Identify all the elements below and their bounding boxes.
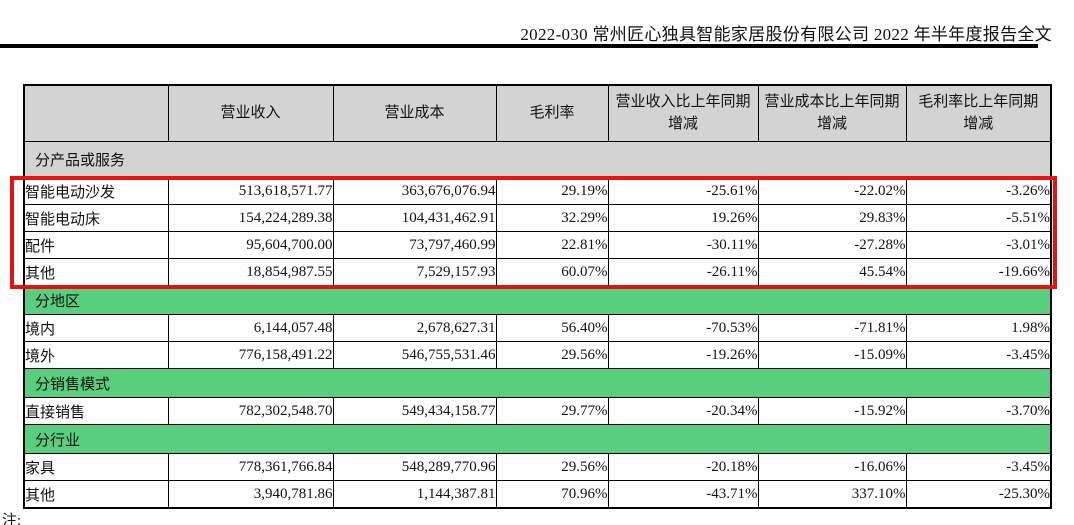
cell-cost-yoy: 45.54%: [757, 258, 907, 286]
section-row-by-sales-model: 分销售模式: [23, 368, 1052, 398]
cell-revenue-yoy: -43.71%: [607, 480, 759, 509]
cell-revenue-yoy: -70.53%: [607, 314, 759, 342]
col-header-revenue: 营业收入: [167, 84, 334, 142]
cell-revenue-yoy: -26.11%: [607, 258, 759, 286]
cell-cost-yoy: 337.10%: [757, 480, 907, 509]
cell-revenue: 154,224,289.38: [167, 204, 334, 232]
cell-cost-yoy: -27.28%: [757, 231, 907, 259]
cell-gross-margin: 22.81%: [495, 231, 609, 259]
cell-gross-margin: 70.96%: [495, 480, 609, 509]
header-divider-rule: [0, 44, 1038, 48]
cell-cost: 363,676,076.94: [332, 177, 497, 205]
cell-revenue: 18,854,987.55: [167, 258, 334, 286]
col-header-cost: 营业成本: [332, 84, 497, 142]
cell-cost: 546,755,531.46: [332, 341, 497, 369]
cell-cost: 2,678,627.31: [332, 314, 497, 342]
table-row-smart-bed: 智能电动床 154,224,289.38 104,431,462.91 32.2…: [23, 204, 1052, 232]
section-row-by-region: 分地区: [23, 285, 1052, 315]
cell-cost-yoy: -22.02%: [757, 177, 907, 205]
row-label: 其他: [23, 258, 169, 286]
cell-cost: 104,431,462.91: [332, 204, 497, 232]
cell-revenue: 513,618,571.77: [167, 177, 334, 205]
cell-gross-margin: 29.77%: [495, 397, 609, 425]
cell-margin-yoy: -3.45%: [905, 453, 1052, 481]
row-label: 直接销售: [23, 397, 169, 425]
row-label: 其他: [23, 480, 169, 509]
cell-margin-yoy: -19.66%: [905, 258, 1052, 286]
col-header-gross-margin: 毛利率: [495, 84, 609, 142]
col-header-cost-yoy: 营业成本比上年同期增减: [757, 84, 907, 142]
cell-margin-yoy: -3.01%: [905, 231, 1052, 259]
cell-cost-yoy: -16.06%: [757, 453, 907, 481]
cell-margin-yoy: -3.26%: [905, 177, 1052, 205]
row-label: 智能电动沙发: [23, 177, 169, 205]
table-row-industry-other: 其他 3,940,781.86 1,144,387.81 70.96% -43.…: [23, 480, 1052, 509]
section-row-by-industry: 分行业: [23, 424, 1052, 454]
section-row-by-product: 分产品或服务: [23, 141, 1052, 178]
table-row-overseas: 境外 776,158,491.22 546,755,531.46 29.56% …: [23, 341, 1052, 369]
row-label: 境内: [23, 314, 169, 342]
cell-revenue: 3,940,781.86: [167, 480, 334, 509]
cell-revenue: 778,361,766.84: [167, 453, 334, 481]
table-row-direct-sales: 直接销售 782,302,548.70 549,434,158.77 29.77…: [23, 397, 1052, 425]
cell-gross-margin: 56.40%: [495, 314, 609, 342]
cell-gross-margin: 29.19%: [495, 177, 609, 205]
financial-breakdown-table: 营业收入 营业成本 毛利率 营业收入比上年同期增减 营业成本比上年同期增减 毛利…: [23, 84, 1052, 509]
cell-gross-margin: 29.56%: [495, 341, 609, 369]
row-label: 智能电动床: [23, 204, 169, 232]
section-label: 分地区: [23, 285, 1052, 315]
document-header-title: 2022-030 常州匠心独具智能家居股份有限公司 2022 年半年度报告全文: [520, 25, 1052, 44]
cell-cost-yoy: 29.83%: [757, 204, 907, 232]
row-label: 配件: [23, 231, 169, 259]
cell-revenue: 95,604,700.00: [167, 231, 334, 259]
cell-cost-yoy: -71.81%: [757, 314, 907, 342]
cell-revenue-yoy: 19.26%: [607, 204, 759, 232]
section-label: 分销售模式: [23, 368, 1052, 398]
col-header-margin-yoy: 毛利率比上年同期增减: [905, 84, 1052, 142]
cell-cost: 1,144,387.81: [332, 480, 497, 509]
cell-margin-yoy: -5.51%: [905, 204, 1052, 232]
cell-cost: 73,797,460.99: [332, 231, 497, 259]
row-label: 境外: [23, 341, 169, 369]
table-row-accessories: 配件 95,604,700.00 73,797,460.99 22.81% -3…: [23, 231, 1052, 259]
cell-cost: 549,434,158.77: [332, 397, 497, 425]
cell-revenue-yoy: -19.26%: [607, 341, 759, 369]
cell-cost: 7,529,157.93: [332, 258, 497, 286]
cell-margin-yoy: -3.45%: [905, 341, 1052, 369]
cell-revenue: 776,158,491.22: [167, 341, 334, 369]
cell-margin-yoy: 1.98%: [905, 314, 1052, 342]
table-row-furniture: 家具 778,361,766.84 548,289,770.96 29.56% …: [23, 453, 1052, 481]
cell-cost: 548,289,770.96: [332, 453, 497, 481]
section-label: 分产品或服务: [23, 141, 1052, 178]
cell-revenue: 6,144,057.48: [167, 314, 334, 342]
col-header-empty: [23, 84, 169, 142]
cell-margin-yoy: -25.30%: [905, 480, 1052, 509]
cell-margin-yoy: -3.70%: [905, 397, 1052, 425]
cell-revenue-yoy: -25.61%: [607, 177, 759, 205]
table-header-row: 营业收入 营业成本 毛利率 营业收入比上年同期增减 营业成本比上年同期增减 毛利…: [23, 84, 1052, 142]
section-label: 分行业: [23, 424, 1052, 454]
cell-revenue-yoy: -20.18%: [607, 453, 759, 481]
cell-revenue: 782,302,548.70: [167, 397, 334, 425]
cell-gross-margin: 32.29%: [495, 204, 609, 232]
cell-cost-yoy: -15.09%: [757, 341, 907, 369]
table-row-product-other: 其他 18,854,987.55 7,529,157.93 60.07% -26…: [23, 258, 1052, 286]
cell-revenue-yoy: -20.34%: [607, 397, 759, 425]
table-row-domestic: 境内 6,144,057.48 2,678,627.31 56.40% -70.…: [23, 314, 1052, 342]
cell-gross-margin: 29.56%: [495, 453, 609, 481]
cell-gross-margin: 60.07%: [495, 258, 609, 286]
cell-cost-yoy: -15.92%: [757, 397, 907, 425]
footnote-label: 注:: [2, 513, 22, 525]
row-label: 家具: [23, 453, 169, 481]
table-row-smart-sofa: 智能电动沙发 513,618,571.77 363,676,076.94 29.…: [23, 177, 1052, 205]
col-header-revenue-yoy: 营业收入比上年同期增减: [607, 84, 759, 142]
cell-revenue-yoy: -30.11%: [607, 231, 759, 259]
